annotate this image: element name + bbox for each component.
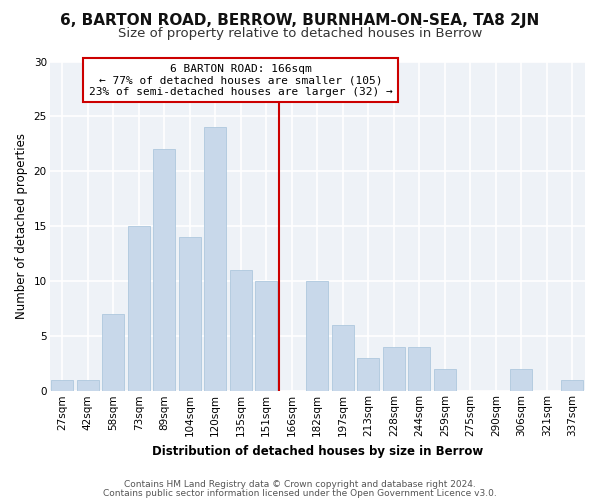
Y-axis label: Number of detached properties: Number of detached properties [15,134,28,320]
Text: 6 BARTON ROAD: 166sqm
← 77% of detached houses are smaller (105)
23% of semi-det: 6 BARTON ROAD: 166sqm ← 77% of detached … [89,64,392,97]
Bar [358,358,379,392]
Bar [256,282,277,392]
X-axis label: Distribution of detached houses by size in Berrow: Distribution of detached houses by size … [152,444,483,458]
Bar [179,238,200,392]
Bar [205,128,226,392]
Bar [562,380,583,392]
Text: Contains HM Land Registry data © Crown copyright and database right 2024.: Contains HM Land Registry data © Crown c… [124,480,476,489]
Bar [383,348,404,392]
Bar [409,348,430,392]
Bar [103,314,124,392]
Text: 6, BARTON ROAD, BERROW, BURNHAM-ON-SEA, TA8 2JN: 6, BARTON ROAD, BERROW, BURNHAM-ON-SEA, … [61,12,539,28]
Bar [52,380,73,392]
Bar [128,226,149,392]
Text: Contains public sector information licensed under the Open Government Licence v3: Contains public sector information licen… [103,488,497,498]
Bar [77,380,98,392]
Bar [230,270,251,392]
Bar [154,150,175,392]
Bar [511,370,532,392]
Bar [307,282,328,392]
Text: Size of property relative to detached houses in Berrow: Size of property relative to detached ho… [118,28,482,40]
Bar [434,370,455,392]
Bar [332,326,353,392]
